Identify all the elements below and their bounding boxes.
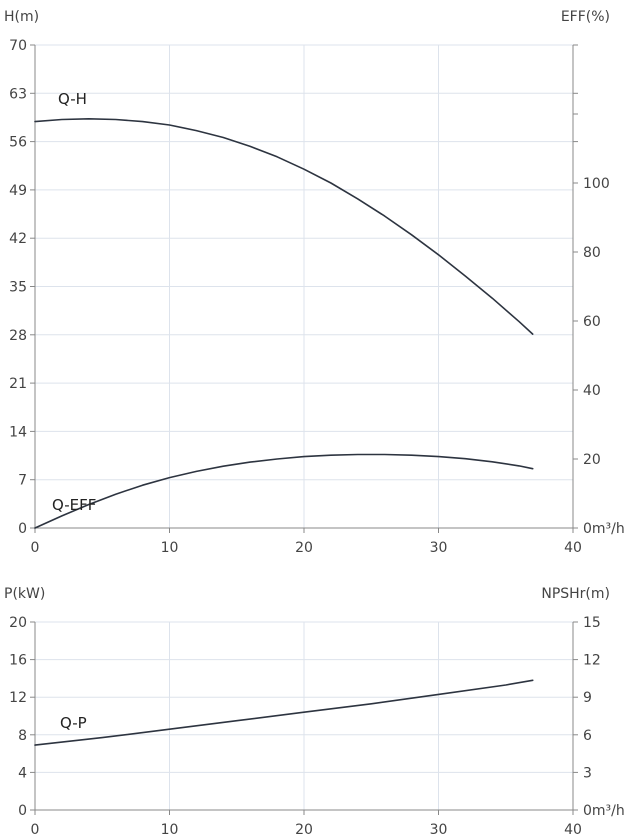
x-tick-label: 30	[430, 540, 448, 556]
curve-q-p	[34, 679, 534, 746]
right-tick-label: 80	[583, 245, 601, 261]
left-tick-label: 35	[9, 280, 27, 296]
x-tick-label: 30	[430, 822, 448, 838]
left-tick-label: 20	[9, 615, 27, 631]
right-axis-title: NPSHr(m)	[541, 586, 610, 602]
curve-q-eff	[34, 453, 534, 529]
left-tick-label: 28	[9, 328, 27, 344]
right-tick-label: 100	[583, 176, 610, 192]
left-tick-label: 4	[18, 765, 27, 781]
x-tick-label: 40	[564, 540, 582, 556]
curve-label-q-h: Q-H	[58, 90, 87, 108]
right-tick-label: 3	[583, 765, 592, 781]
left-tick-label: 21	[9, 376, 27, 392]
left-tick-label: 7	[18, 473, 27, 489]
left-axis-title: H(m)	[4, 9, 39, 25]
right-tick-label: 60	[583, 314, 601, 330]
left-tick-label: 63	[9, 86, 27, 102]
left-tick-label: 42	[9, 231, 27, 247]
left-tick-label: 0	[18, 521, 27, 537]
chart-1: 0 7 14 21 28 35 42 49 56 63 70 20 40 60 80 100 0m³/h 0 10 2…	[4, 9, 625, 556]
x-tick-label: 40	[564, 822, 582, 838]
right-tick-label: 40	[583, 383, 601, 399]
x-axis-unit-label: 0m³/h	[583, 803, 625, 819]
x-axis-unit-label: 0m³/h	[583, 521, 625, 537]
left-tick-label: 56	[9, 135, 27, 151]
curve-q-h	[34, 118, 534, 335]
chart-2: 0 4 8 12 16 20 3 6 9 12 15 0m³/h 0 10 20 30 40 P(kW) NPSHr…	[4, 586, 625, 838]
right-tick-label: 6	[583, 728, 592, 744]
right-tick-label: 12	[583, 653, 601, 669]
curve-label-q-p: Q-P	[60, 714, 87, 732]
right-tick-label: 20	[583, 452, 601, 468]
right-tick-label: 15	[583, 615, 601, 631]
curve-label-q-eff: Q-EFF	[52, 496, 96, 514]
left-tick-label: 8	[18, 728, 27, 744]
right-tick-label: 9	[583, 690, 592, 706]
left-axis-title: P(kW)	[4, 586, 45, 602]
x-tick-label: 20	[295, 822, 313, 838]
x-tick-label: 10	[161, 822, 179, 838]
x-tick-label: 20	[295, 540, 313, 556]
left-tick-label: 12	[9, 690, 27, 706]
left-tick-label: 70	[9, 38, 27, 54]
left-tick-label: 16	[9, 653, 27, 669]
left-tick-label: 14	[9, 424, 27, 440]
x-tick-label: 0	[31, 540, 40, 556]
left-tick-label: 0	[18, 803, 27, 819]
x-tick-label: 10	[161, 540, 179, 556]
right-axis-title: EFF(%)	[561, 9, 610, 25]
left-tick-label: 49	[9, 183, 27, 199]
x-tick-label: 0	[31, 822, 40, 838]
